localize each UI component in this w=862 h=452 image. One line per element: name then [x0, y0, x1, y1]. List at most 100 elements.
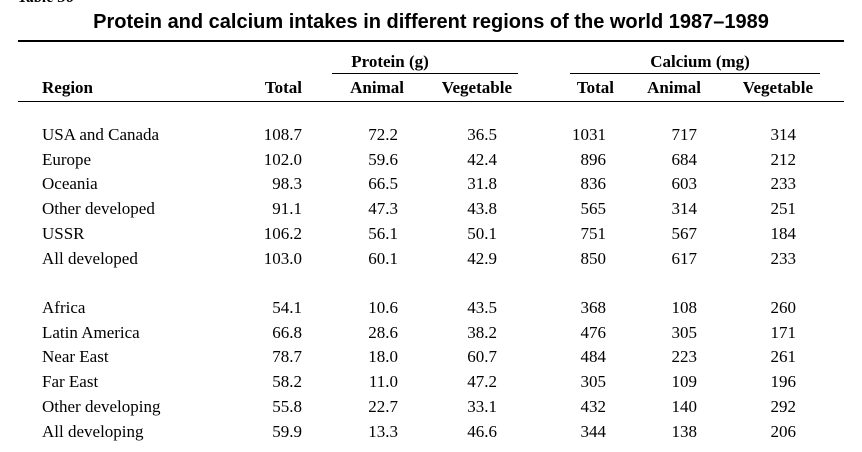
- value-cell: 565: [580, 199, 607, 219]
- value-cell: 206: [770, 421, 797, 441]
- column-header: Total: [576, 78, 614, 97]
- value-cell: 13.3: [368, 421, 398, 441]
- value-cell: 38.2: [467, 322, 497, 342]
- value-cell: 432: [580, 396, 607, 416]
- value-cell: 476: [580, 322, 607, 342]
- group-rule: [332, 73, 518, 74]
- value-cell: 47.2: [467, 372, 497, 392]
- region-cell: USSR: [42, 223, 85, 243]
- value-cell: 344: [580, 421, 607, 441]
- region-cell: All developed: [42, 248, 138, 268]
- table-label: Table 36: [18, 0, 74, 8]
- value-cell: 59.9: [272, 421, 302, 441]
- value-cell: 314: [770, 125, 797, 144]
- value-cell: 66.5: [368, 174, 398, 194]
- value-cell: 717: [671, 125, 698, 144]
- group-header: Calcium (mg): [650, 52, 750, 71]
- value-cell: 603: [671, 174, 698, 194]
- top-rule: [18, 40, 844, 42]
- value-cell: 46.6: [467, 421, 497, 441]
- column-header: Animal: [647, 78, 701, 97]
- value-cell: 47.3: [368, 199, 398, 219]
- value-cell: 850: [580, 248, 607, 268]
- group-rule: [570, 73, 820, 74]
- value-cell: 108: [671, 298, 698, 317]
- value-cell: 109: [671, 372, 698, 392]
- value-cell: 368: [580, 298, 607, 317]
- value-cell: 567: [671, 223, 698, 243]
- table-title: Protein and calcium intakes in different…: [93, 11, 769, 33]
- region-cell: Other developed: [42, 199, 155, 219]
- value-cell: 314: [671, 199, 698, 219]
- region-cell: Other developing: [42, 396, 161, 416]
- group-header: Protein (g): [351, 52, 429, 71]
- value-cell: 56.1: [368, 223, 398, 243]
- value-cell: 42.9: [467, 248, 497, 268]
- value-cell: 31.8: [467, 174, 497, 194]
- value-cell: 212: [770, 149, 797, 169]
- value-cell: 233: [770, 174, 797, 194]
- value-cell: 42.4: [467, 149, 497, 169]
- column-header: Animal: [350, 78, 404, 97]
- value-cell: 54.1: [272, 298, 302, 317]
- value-cell: 28.6: [368, 322, 398, 342]
- value-cell: 78.7: [272, 347, 302, 367]
- value-cell: 98.3: [272, 174, 302, 194]
- value-cell: 11.0: [368, 372, 398, 392]
- column-header: Region: [42, 78, 93, 97]
- value-cell: 305: [580, 372, 607, 392]
- region-cell: Africa: [42, 298, 86, 317]
- value-cell: 43.8: [467, 199, 497, 219]
- value-cell: 108.7: [263, 125, 302, 144]
- value-cell: 305: [671, 322, 698, 342]
- column-header: Vegetable: [441, 78, 512, 97]
- value-cell: 103.0: [263, 248, 302, 268]
- value-cell: 684: [671, 149, 698, 169]
- column-header: Total: [264, 78, 302, 97]
- value-cell: 140: [671, 396, 698, 416]
- column-header: Vegetable: [742, 78, 813, 97]
- value-cell: 106.2: [263, 223, 302, 243]
- region-cell: Near East: [42, 347, 109, 367]
- value-cell: 836: [580, 174, 607, 194]
- value-cell: 55.8: [272, 396, 302, 416]
- value-cell: 233: [770, 248, 797, 268]
- value-cell: 43.5: [467, 298, 497, 317]
- value-cell: 58.2: [272, 372, 302, 392]
- value-cell: 60.1: [368, 248, 398, 268]
- value-cell: 292: [770, 396, 797, 416]
- value-cell: 22.7: [368, 396, 398, 416]
- region-cell: Oceania: [42, 174, 98, 194]
- region-cell: All developing: [42, 421, 144, 441]
- value-cell: 260: [770, 298, 797, 317]
- value-cell: 261: [770, 347, 797, 367]
- value-cell: 91.1: [272, 199, 302, 219]
- region-cell: Latin America: [42, 322, 140, 342]
- region-cell: Far East: [42, 372, 99, 392]
- header-rule: [18, 101, 844, 102]
- value-cell: 18.0: [368, 347, 398, 367]
- value-cell: 251: [770, 199, 797, 219]
- value-cell: 66.8: [272, 322, 302, 342]
- value-cell: 33.1: [467, 396, 497, 416]
- value-cell: 59.6: [368, 149, 398, 169]
- value-cell: 223: [671, 347, 698, 367]
- value-cell: 10.6: [368, 298, 398, 317]
- value-cell: 751: [580, 223, 607, 243]
- region-cell: USA and Canada: [42, 125, 160, 144]
- value-cell: 1031: [572, 125, 606, 144]
- value-cell: 196: [770, 372, 797, 392]
- value-cell: 184: [770, 223, 797, 243]
- region-cell: Europe: [42, 149, 92, 169]
- value-cell: 484: [580, 347, 607, 367]
- value-cell: 72.2: [368, 125, 398, 144]
- value-cell: 617: [671, 248, 698, 268]
- value-cell: 896: [580, 149, 607, 169]
- value-cell: 50.1: [467, 223, 497, 243]
- value-cell: 138: [671, 421, 698, 441]
- value-cell: 102.0: [263, 149, 302, 169]
- value-cell: 171: [770, 322, 797, 342]
- value-cell: 36.5: [467, 125, 497, 144]
- value-cell: 60.7: [467, 347, 497, 367]
